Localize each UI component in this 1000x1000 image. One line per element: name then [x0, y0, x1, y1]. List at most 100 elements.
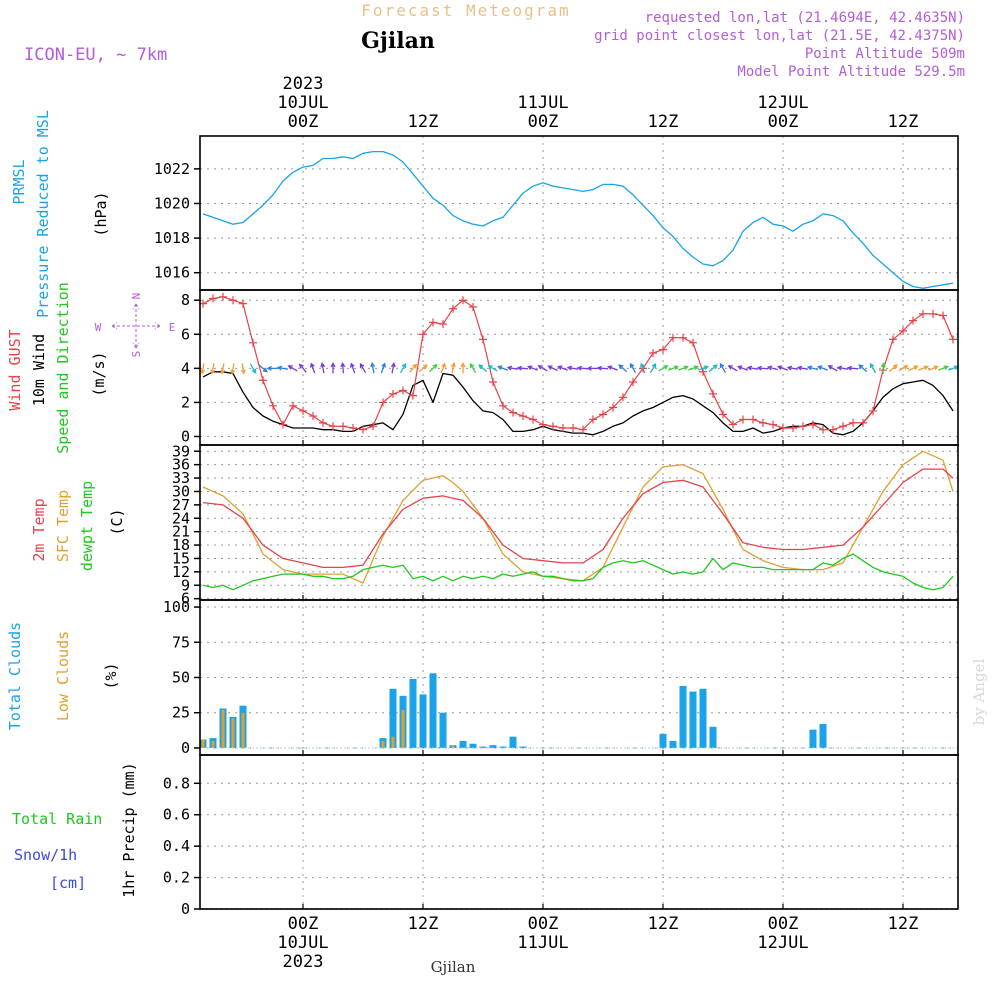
low-cloud-bar	[381, 740, 385, 748]
bottom-time-label: 00Z	[528, 914, 559, 934]
total-cloud-bar	[429, 673, 437, 748]
wind-panel: 0 2 4 6 8	[181, 289, 959, 446]
bottom-time-label: 11JUL	[517, 933, 568, 953]
wind-direction-arrow	[766, 365, 778, 371]
pressure-units-label: (hPa)	[92, 191, 110, 236]
gust-marker	[339, 422, 347, 431]
wind-direction-arrow	[668, 365, 679, 371]
panel-frame	[199, 754, 959, 910]
top-time-label: 12Z	[408, 112, 439, 132]
gust-marker	[499, 401, 507, 410]
wind-dir-label: Speed and Direction	[54, 282, 72, 454]
gust-marker	[819, 425, 827, 434]
wind-direction-arrow	[429, 363, 438, 373]
bottom-time-label: 12Z	[408, 914, 439, 934]
gust-marker	[369, 422, 377, 431]
wind-units-label: (m/s)	[90, 351, 108, 396]
wind-direction-arrow	[409, 363, 418, 373]
gust-marker	[669, 333, 677, 342]
gust-marker	[899, 326, 907, 335]
wind-direction-arrow	[737, 365, 748, 371]
total-cloud-bar	[669, 740, 677, 748]
y-tick-label: 1016	[154, 264, 190, 282]
clouds-panel: 0 25 50 75 100	[163, 598, 959, 757]
wind-direction-arrow	[537, 365, 548, 372]
y-tick-label: 4	[181, 359, 190, 377]
total-cloud-bar	[469, 743, 477, 748]
wind-direction-arrow	[266, 365, 278, 371]
gust-marker	[519, 412, 527, 421]
wind-direction-arrow	[640, 362, 646, 374]
y-tick-label: 0	[181, 427, 190, 445]
low-clouds-label: Low Clouds	[54, 631, 72, 721]
precip-units-label: 1hr Precip (mm)	[120, 762, 138, 897]
wind-direction-arrow	[310, 362, 316, 374]
gust-marker	[459, 296, 467, 305]
gust-marker	[929, 309, 937, 318]
y-tick-label: 0.8	[163, 774, 190, 792]
gust-marker	[759, 418, 767, 427]
total-cloud-bar	[479, 746, 487, 748]
gust-marker	[259, 376, 267, 385]
gust-marker	[699, 367, 707, 376]
y-tick-label: 0	[181, 900, 190, 918]
total-clouds-label: Total Clouds	[6, 622, 24, 730]
gust-marker	[319, 418, 327, 427]
wind-direction-arrow	[678, 365, 689, 371]
gust-marker	[909, 316, 917, 325]
bottom-time-label: 12JUL	[757, 933, 808, 953]
gust-marker	[779, 423, 787, 432]
total-cloud-bar	[809, 729, 817, 748]
wind-direction-arrow	[576, 365, 589, 371]
wind-direction-arrow	[298, 363, 307, 373]
y-tick-label: 25	[172, 704, 190, 722]
wind-direction-arrow	[607, 365, 618, 371]
gust-marker	[479, 335, 487, 344]
wind-direction-arrow	[938, 365, 949, 371]
total-cloud-bar	[679, 685, 687, 748]
top-time-label: 12Z	[648, 112, 679, 132]
wind-direction-arrow	[258, 364, 268, 373]
panel-frame	[199, 135, 959, 291]
y-tick-label: 39	[172, 442, 190, 460]
wind-direction-arrow	[527, 365, 538, 371]
y-tick-label: 6	[181, 325, 190, 343]
gust-marker	[229, 296, 237, 305]
gust-marker	[709, 389, 717, 398]
wind-direction-arrow	[450, 362, 456, 374]
y-tick-label: 0	[181, 739, 190, 757]
wind-direction-arrow	[210, 363, 216, 375]
wind-direction-arrow	[658, 365, 669, 372]
wind-direction-arrow	[806, 365, 818, 371]
gust-marker	[419, 330, 427, 339]
temp-units-label: (C)	[108, 508, 126, 535]
gust-marker	[569, 423, 577, 432]
gust-marker	[749, 415, 757, 424]
wind-direction-arrow	[340, 362, 346, 374]
gust-marker	[599, 410, 607, 419]
gust-marker	[239, 299, 247, 308]
gust-marker	[739, 415, 747, 424]
y-tick-label: 15	[172, 549, 190, 567]
dewpt-label: dewpt Temp	[78, 481, 96, 571]
prmsl-label: PRMSL	[10, 159, 28, 204]
gust-marker	[549, 422, 557, 431]
wind-direction-arrow	[817, 365, 828, 371]
wind-direction-arrow	[460, 362, 466, 374]
wind-direction-arrow	[629, 362, 637, 374]
wind-direction-arrow	[287, 365, 298, 372]
top-time-label: 12Z	[888, 112, 919, 132]
gust-marker	[579, 425, 587, 434]
total-cloud-bar	[659, 733, 667, 748]
footer-location: Gjilan	[431, 958, 476, 976]
y-tick-label: 12	[172, 563, 190, 581]
gust-marker	[439, 320, 447, 329]
gust-marker	[349, 423, 357, 432]
wind-gust-line	[202, 296, 954, 431]
wind-direction-arrow	[370, 362, 376, 374]
gust-marker	[249, 338, 257, 347]
wind-direction-arrow	[727, 365, 738, 372]
t2m-line	[202, 468, 954, 569]
low-cloud-bar	[221, 709, 225, 748]
top-time-label: 2023	[283, 74, 324, 94]
